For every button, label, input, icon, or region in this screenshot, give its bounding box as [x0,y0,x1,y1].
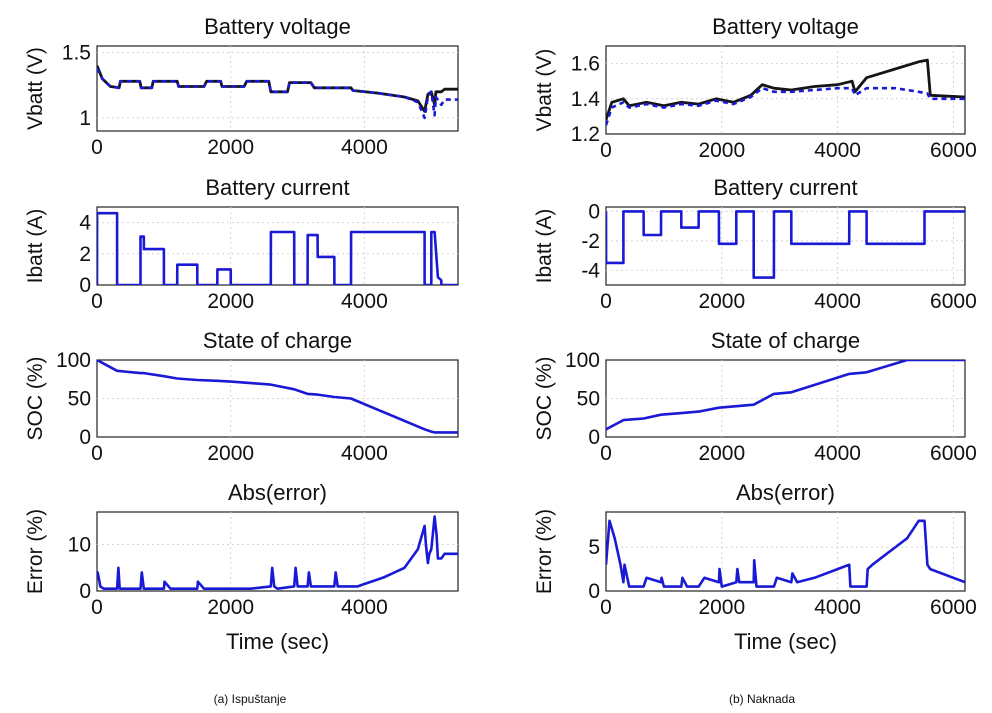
chart-title: State of charge [203,328,352,353]
series-estimate-line [97,515,458,591]
series-estimate-line [606,86,965,126]
y-axis-label: Error (%) [24,509,47,594]
x-tick-label: 0 [600,139,612,162]
plot-area [605,511,966,592]
chart-L_soc: State of charge 0 2000 4000 0 50 100 SOC (%) [24,328,459,465]
y-axis-label: Error (%) [533,509,556,594]
x-tick-label: 2000 [207,290,254,313]
plot-area [96,45,459,132]
x-tick-label: 2000 [207,136,254,159]
x-tick-label: 4000 [341,442,388,465]
y-tick-label: 50 [68,388,91,411]
x-tick-label: 2000 [698,442,745,465]
x-tick-label: 4000 [341,136,388,159]
y-axis-label: Vbatt (V) [533,49,556,132]
x-tick-label: 4000 [814,290,861,313]
x-tick-label: 6000 [930,442,977,465]
y-tick-label: 50 [577,388,600,411]
y-tick-label: 1.5 [62,42,91,65]
series-estimate-line [97,67,458,120]
x-axis-label: Time (sec) [226,629,329,654]
y-axis-label: SOC (%) [533,357,556,441]
y-tick-label: -2 [581,230,600,253]
x-tick-label: 0 [91,442,103,465]
x-tick-label: 0 [91,596,103,619]
y-tick-label: 4 [79,212,91,235]
x-tick-label: 2000 [207,596,254,619]
x-tick-label: 6000 [930,139,977,162]
x-tick-label: 0 [600,290,612,313]
y-tick-label: 0 [79,274,91,297]
x-tick-label: 2000 [698,596,745,619]
plot-area [96,206,459,286]
chart-title: Abs(error) [736,480,835,505]
y-tick-label: 1.2 [571,123,600,146]
chart-R_volt: Battery voltage 0 2000 4000 6000 1.2 1.4 1.6 Vba… [533,14,977,162]
x-tick-label: 2000 [698,139,745,162]
x-tick-label: 6000 [930,290,977,313]
x-tick-label: 4000 [814,596,861,619]
chart-title: Battery current [205,175,349,200]
series-estimate-line [97,211,458,285]
series-estimate-line [606,519,965,588]
x-tick-label: 4000 [814,139,861,162]
x-tick-label: 4000 [341,290,388,313]
series-true-line [606,58,965,121]
plot-area [605,206,966,286]
x-tick-label: 0 [600,442,612,465]
chart-title: Abs(error) [228,480,327,505]
y-tick-label: 0 [79,426,91,449]
y-tick-label: 0 [588,426,600,449]
y-tick-label: 1.4 [571,88,601,111]
chart-R_curr: Battery current 0 2000 4000 6000 -4 -2 0 Ibatt (… [533,175,977,313]
y-tick-label: 1 [79,107,91,130]
x-tick-label: 0 [91,290,103,313]
series-estimate-line [97,360,458,434]
x-tick-label: 0 [600,596,612,619]
y-tick-label: 5 [588,536,600,559]
x-tick-label: 0 [91,136,103,159]
chart-R_err: Abs(error) 0 2000 4000 6000 0 5 Error (%) Time (… [533,480,977,654]
y-axis-label: Ibatt (A) [533,209,556,284]
y-tick-label: 0 [588,200,600,223]
x-axis-label: Time (sec) [734,629,837,654]
chart-R_soc: State of charge 0 2000 4000 6000 0 50 100 SOC (%… [533,328,977,465]
chart-title: Battery current [713,175,857,200]
x-tick-label: 4000 [814,442,861,465]
chart-title: Battery voltage [204,14,351,39]
y-tick-label: 2 [79,243,91,266]
caption-right: (b) Naknada [729,692,795,706]
chart-title: Battery voltage [712,14,859,39]
x-tick-label: 2000 [698,290,745,313]
y-tick-label: 1.6 [571,53,600,76]
x-tick-label: 2000 [207,442,254,465]
series-estimate-line [606,360,965,431]
x-tick-label: 4000 [341,596,388,619]
y-axis-label: Vbatt (V) [24,47,47,130]
chart-L_curr: Battery current 0 2000 4000 0 2 4 Ibatt (A) [24,175,459,313]
y-tick-label: 100 [565,349,600,372]
caption-left: (a) Ispuštanje [214,692,287,706]
y-axis-label: Ibatt (A) [24,209,47,284]
y-tick-label: 0 [79,580,91,603]
plot-area [605,359,966,438]
y-tick-label: 0 [588,580,600,603]
chart-L_err: Abs(error) 0 2000 4000 0 10 Error (%) Time (sec… [24,480,459,654]
y-axis-label: SOC (%) [24,357,47,441]
x-tick-label: 6000 [930,596,977,619]
chart-title: State of charge [711,328,860,353]
y-tick-label: 100 [56,349,91,372]
plot-area [96,511,459,592]
chart-L_volt: Battery voltage 0 2000 4000 1 1.5 Vbatt (V) [24,14,459,159]
series-estimate-line [606,210,965,279]
y-tick-label: -4 [581,259,600,282]
y-tick-label: 10 [68,534,91,557]
